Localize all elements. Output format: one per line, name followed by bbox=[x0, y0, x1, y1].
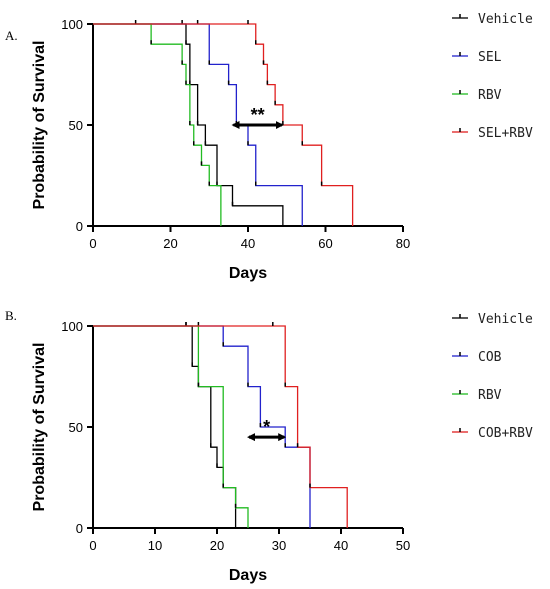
series-vehicle bbox=[93, 322, 237, 528]
series-rbv bbox=[93, 322, 249, 528]
survival-step-line bbox=[93, 23, 303, 226]
x-tick-label: 20 bbox=[210, 538, 224, 553]
legend-item: RBV bbox=[452, 88, 502, 103]
x-tick-label: 0 bbox=[89, 538, 96, 553]
y-tick-label: 100 bbox=[61, 17, 83, 32]
legend-item: COB bbox=[452, 350, 502, 365]
survival-step-line bbox=[93, 23, 354, 226]
significance-label: * bbox=[263, 417, 270, 437]
survival-step-line bbox=[93, 325, 249, 528]
panel-label: A. bbox=[5, 28, 18, 43]
x-tick-label: 0 bbox=[89, 236, 96, 251]
legend-label: SEL+RBV bbox=[478, 126, 533, 141]
y-tick-label: 50 bbox=[69, 420, 83, 435]
x-tick-label: 50 bbox=[396, 538, 410, 553]
y-axis-title: Probability of Survival bbox=[31, 343, 48, 512]
legend-item: Vehicle bbox=[452, 12, 533, 27]
legend-item: SEL+RBV bbox=[452, 126, 533, 141]
y-tick-label: 50 bbox=[69, 118, 83, 133]
survival-step-line bbox=[93, 325, 237, 528]
legend-item: Vehicle bbox=[452, 312, 533, 327]
x-tick-label: 80 bbox=[396, 236, 410, 251]
legend-label: RBV bbox=[478, 88, 502, 103]
chart-panel-b: B. 0 10 20 30 40 50 0 50 100 Days Probability of Su… bbox=[5, 308, 533, 584]
legend-label: Vehicle bbox=[478, 312, 533, 327]
x-tick-label: 30 bbox=[272, 538, 286, 553]
legend-label: Vehicle bbox=[478, 12, 533, 27]
series-sel-rbv bbox=[93, 20, 354, 226]
series-vehicle bbox=[93, 20, 284, 226]
x-tick-label: 20 bbox=[163, 236, 177, 251]
legend-label: COB bbox=[478, 350, 502, 365]
series-cob-rbv bbox=[93, 322, 348, 528]
survival-step-line bbox=[93, 325, 311, 528]
x-tick-label: 60 bbox=[318, 236, 332, 251]
legend-label: COB+RBV bbox=[478, 426, 533, 441]
y-tick-label: 0 bbox=[76, 219, 83, 234]
x-tick-label: 10 bbox=[148, 538, 162, 553]
x-axis-title: Days bbox=[229, 567, 267, 584]
survival-step-line bbox=[93, 23, 284, 226]
y-tick-label: 0 bbox=[76, 521, 83, 536]
survival-step-line bbox=[93, 325, 348, 528]
legend-label: RBV bbox=[478, 388, 502, 403]
series-rbv bbox=[93, 20, 222, 226]
x-axis-title: Days bbox=[229, 265, 267, 282]
chart-panel-a: A. 0 20 40 60 80 0 50 100 Days Probability of Surv… bbox=[5, 12, 533, 282]
significance-label: ** bbox=[251, 105, 265, 125]
series-cob bbox=[93, 322, 311, 528]
x-tick-label: 40 bbox=[334, 538, 348, 553]
y-axis-title: Probability of Survival bbox=[31, 41, 48, 210]
panel-label: B. bbox=[5, 308, 17, 323]
legend-item: SEL bbox=[452, 50, 502, 65]
legend-item: COB+RBV bbox=[452, 426, 533, 441]
legend-item: RBV bbox=[452, 388, 502, 403]
x-tick-label: 40 bbox=[241, 236, 255, 251]
legend-label: SEL bbox=[478, 50, 502, 65]
y-tick-label: 100 bbox=[61, 319, 83, 334]
